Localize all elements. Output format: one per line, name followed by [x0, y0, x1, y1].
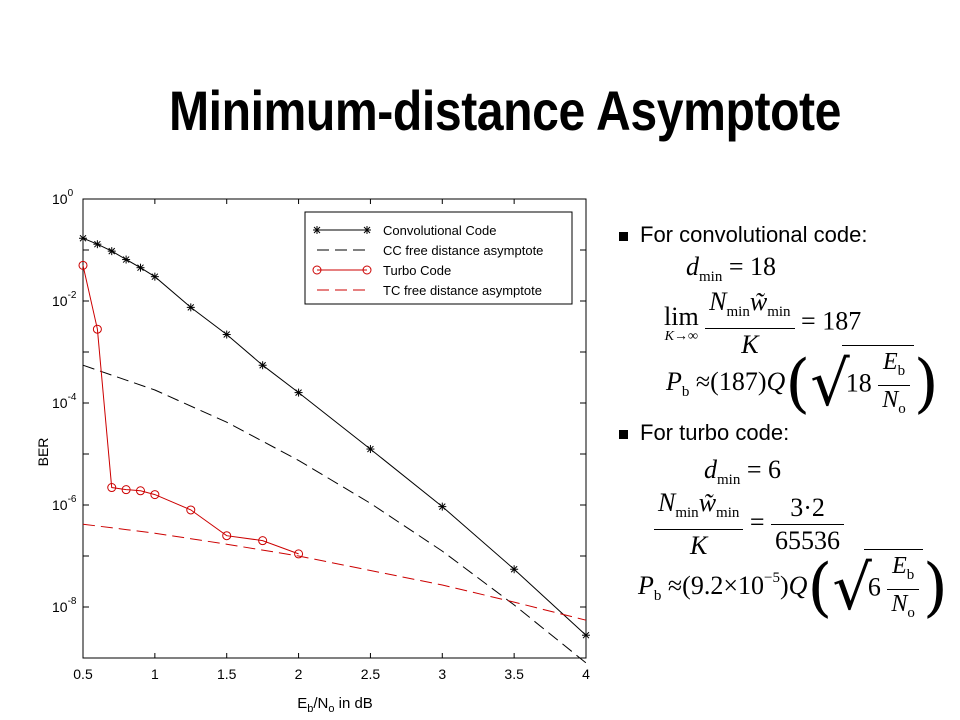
x-label-e: E [297, 695, 307, 712]
data-point-circle [294, 549, 304, 559]
x-label-sub-b: b [307, 703, 313, 715]
data-point-circle [92, 324, 102, 334]
bullet-marker-tc [619, 430, 628, 439]
data-point-circle [362, 265, 372, 275]
legend-label: CC free distance asymptote [383, 243, 543, 258]
x-axis-label: Eb/No in dB [297, 695, 373, 715]
y-tick-label: 10-4 [52, 392, 77, 411]
data-point-circle [121, 485, 131, 495]
series-line [82, 265, 299, 555]
series-line [82, 237, 587, 636]
axis-ticks: 0.5 1 1.5 2 2.5 3 3.5 4 100 10-2 10-4 10-6 10-8 [52, 188, 590, 682]
x-label-sub-o: o [328, 703, 334, 715]
x-tick-label: 4 [582, 666, 590, 682]
series-layer [78, 234, 590, 664]
data-point-star [313, 226, 321, 234]
data-point-star [366, 445, 375, 454]
plot-frame [82, 198, 587, 659]
data-point-star [510, 565, 519, 574]
data-point-circle [150, 490, 160, 500]
x-tick-label: 3 [438, 666, 446, 682]
data-point-circle [186, 505, 196, 515]
series-tc-free-distance-asymptote [82, 523, 587, 621]
bullet-tc: For turbo code: [640, 420, 790, 445]
data-point-star [107, 247, 116, 256]
data-point-star [122, 255, 131, 264]
y-axis-label: BER [35, 438, 51, 467]
eq-cc-pb: Pb ≈(187)Q(√18 Eb No) [666, 345, 939, 421]
legend-box [304, 211, 573, 305]
y-tick-label: 10-8 [52, 596, 77, 615]
bullet-cc: For convolutional code: [640, 222, 868, 247]
data-point-star [438, 502, 447, 511]
data-point-star [136, 263, 145, 272]
data-point-star [222, 330, 231, 339]
y-tick-label: 10-2 [52, 290, 77, 309]
data-point-circle [258, 536, 268, 546]
data-point-star [150, 272, 159, 281]
legend: Convolutional Code CC free distance asymp… [304, 211, 573, 305]
eq-tc-ratio: Nminw̃min K = 3·2 65536 [654, 487, 845, 562]
eq-cc-limit: lim K→∞ Nminw̃min K = 187 [664, 287, 862, 359]
legend-label: Convolutional Code [383, 223, 496, 238]
x-tick-label: 1 [151, 666, 159, 682]
data-point-star [93, 240, 102, 249]
x-tick-label: 3.5 [504, 666, 524, 682]
data-point-circle [135, 486, 145, 496]
data-point-circle [312, 265, 322, 275]
x-tick-label: 0.5 [73, 666, 93, 682]
legend-label: Turbo Code [383, 263, 451, 278]
x-tick-label: 2 [295, 666, 303, 682]
data-point-circle [78, 260, 88, 270]
eq-cc-dmin: dmin = 18 [686, 252, 777, 285]
series-line [82, 523, 587, 621]
x-label-n: /N [313, 695, 328, 712]
data-point-star [582, 631, 590, 640]
y-tick-label: 10-6 [52, 494, 77, 513]
series-convolutional-code [79, 234, 590, 640]
data-point-star [294, 388, 303, 397]
plot-border [82, 198, 587, 659]
legend-label: TC free distance asymptote [383, 283, 542, 298]
data-point-star [79, 234, 87, 243]
series-line [82, 364, 587, 664]
data-point-circle [107, 483, 117, 493]
eq-tc-pb: Pb ≈(9.2×10−5)Q(√6 Eb No) [638, 549, 948, 625]
y-tick-label: 100 [52, 188, 74, 207]
data-point-star [258, 361, 267, 370]
slide-title: Minimum-distance Asymptote [168, 79, 842, 142]
x-tick-label: 1.5 [217, 666, 237, 682]
bullet-marker-cc [619, 232, 628, 241]
x-label-tail: in dB [334, 695, 372, 712]
data-point-circle [222, 531, 232, 541]
series-cc-free-distance-asymptote [82, 364, 587, 664]
series-turbo-code [78, 260, 304, 559]
eq-tc-dmin: dmin = 6 [704, 455, 782, 488]
data-point-star [363, 226, 371, 234]
data-point-star [186, 303, 195, 312]
x-tick-label: 2.5 [361, 666, 381, 682]
